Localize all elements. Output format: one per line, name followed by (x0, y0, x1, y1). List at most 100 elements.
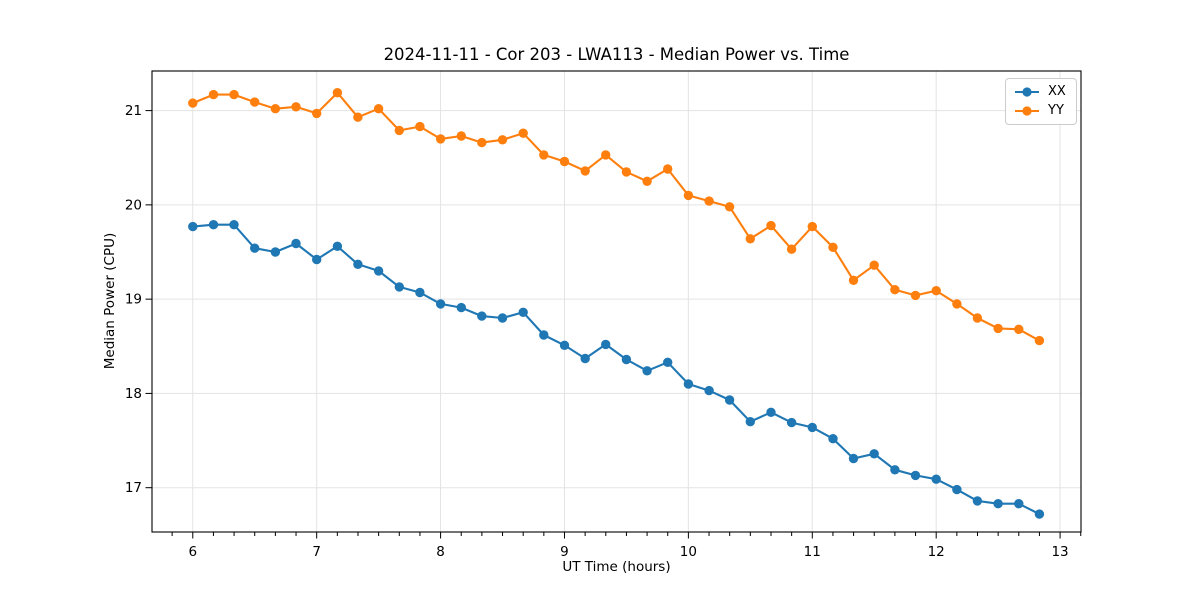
data-point-yy (208, 89, 219, 100)
data-point-yy (952, 299, 962, 309)
data-point-xx (580, 353, 590, 364)
data-point-yy (353, 112, 363, 122)
data-point-xx (621, 354, 632, 365)
data-point-yy (477, 137, 487, 148)
data-point-yy (786, 244, 797, 254)
data-point-yy (291, 102, 301, 112)
legend-item-xx: XX (1014, 84, 1076, 100)
x-tick-label: 8 (436, 544, 445, 560)
data-point-yy (704, 196, 714, 206)
data-point-yy (683, 190, 694, 201)
data-point-yy (312, 108, 322, 119)
data-point-xx (373, 266, 384, 276)
data-point-xx (786, 417, 797, 428)
data-point-xx (972, 496, 983, 506)
data-point-yy (993, 323, 1003, 334)
data-point-xx (394, 282, 404, 292)
legend: XX YY (1005, 78, 1077, 125)
data-point-xx (683, 379, 694, 389)
data-point-xx (642, 366, 652, 376)
data-point-yy (332, 88, 343, 98)
data-point-xx (724, 395, 735, 405)
data-point-xx (766, 407, 776, 417)
data-point-yy (415, 121, 425, 132)
data-point-yy (456, 131, 466, 141)
data-point-xx (415, 287, 425, 298)
data-point-xx (208, 220, 219, 230)
data-point-yy (539, 150, 549, 160)
data-point-yy (745, 234, 755, 244)
data-point-xx (745, 417, 755, 427)
data-point-xx (435, 299, 446, 309)
data-point-yy (869, 260, 879, 270)
data-point-xx (931, 474, 941, 484)
data-point-yy (724, 202, 735, 212)
data-point-yy (188, 98, 198, 108)
y-tick-label: 19 (125, 292, 142, 308)
chart-title: 2024-11-11 - Cor 203 - LWA113 - Median P… (383, 45, 850, 64)
data-point-yy (270, 104, 281, 114)
data-point-xx (229, 220, 239, 230)
data-point-xx (807, 422, 817, 433)
x-tick-label: 12 (928, 544, 945, 560)
data-point-xx (828, 434, 838, 444)
data-point-yy (1034, 335, 1045, 346)
data-point-xx (890, 465, 900, 475)
yy-series-swatch-icon (1015, 106, 1039, 116)
data-point-yy (250, 97, 260, 107)
data-point-xx (539, 330, 549, 340)
data-point-yy (828, 242, 838, 252)
data-point-xx (1014, 499, 1024, 509)
plot-border (151, 70, 1082, 533)
x-tick-label: 7 (312, 544, 321, 560)
x-tick-label: 9 (560, 544, 569, 560)
data-point-yy (848, 275, 859, 285)
data-point-xx (869, 449, 879, 459)
data-point-yy (601, 150, 611, 160)
x-axis-title: UT Time (hours) (562, 559, 671, 575)
x-tick-label: 10 (680, 544, 697, 560)
data-point-xx (518, 307, 528, 317)
data-point-yy (1014, 324, 1024, 334)
legend-label-xx: XX (1048, 84, 1066, 99)
data-point-yy (931, 286, 941, 296)
legend-item-yy: YY (1014, 103, 1076, 119)
legend-label-yy: YY (1048, 103, 1064, 118)
x-tick-label: 6 (188, 544, 197, 560)
data-point-yy (766, 220, 776, 231)
data-point-yy (559, 156, 570, 167)
x-tick-label: 13 (1051, 544, 1068, 560)
data-point-yy (972, 313, 983, 323)
y-tick-label: 18 (125, 386, 142, 402)
data-point-xx (952, 484, 962, 495)
y-tick-label: 20 (125, 197, 142, 213)
data-point-yy (229, 89, 239, 100)
y-tick-label: 17 (125, 480, 142, 496)
y-tick-label: 21 (125, 103, 142, 119)
data-point-xx (332, 241, 343, 251)
data-point-xx (993, 499, 1003, 509)
data-point-xx (497, 313, 508, 323)
data-point-yy (435, 134, 446, 144)
data-point-yy (621, 167, 632, 177)
data-point-xx (848, 453, 859, 464)
x-tick-label: 11 (804, 544, 821, 560)
data-point-yy (497, 135, 508, 145)
data-point-xx (312, 254, 322, 265)
data-point-yy (642, 176, 652, 186)
data-point-xx (291, 238, 301, 249)
data-point-xx (456, 302, 466, 313)
data-point-yy (373, 104, 384, 114)
data-point-yy (890, 285, 900, 295)
data-point-xx (910, 470, 921, 481)
data-point-xx (601, 339, 611, 350)
data-point-yy (580, 166, 590, 176)
data-point-yy (394, 125, 404, 136)
data-point-xx (250, 243, 260, 253)
data-point-xx (704, 385, 714, 396)
data-point-yy (663, 164, 673, 174)
series-line-xx (191, 223, 1041, 516)
data-point-xx (559, 340, 570, 350)
data-point-xx (477, 311, 487, 321)
